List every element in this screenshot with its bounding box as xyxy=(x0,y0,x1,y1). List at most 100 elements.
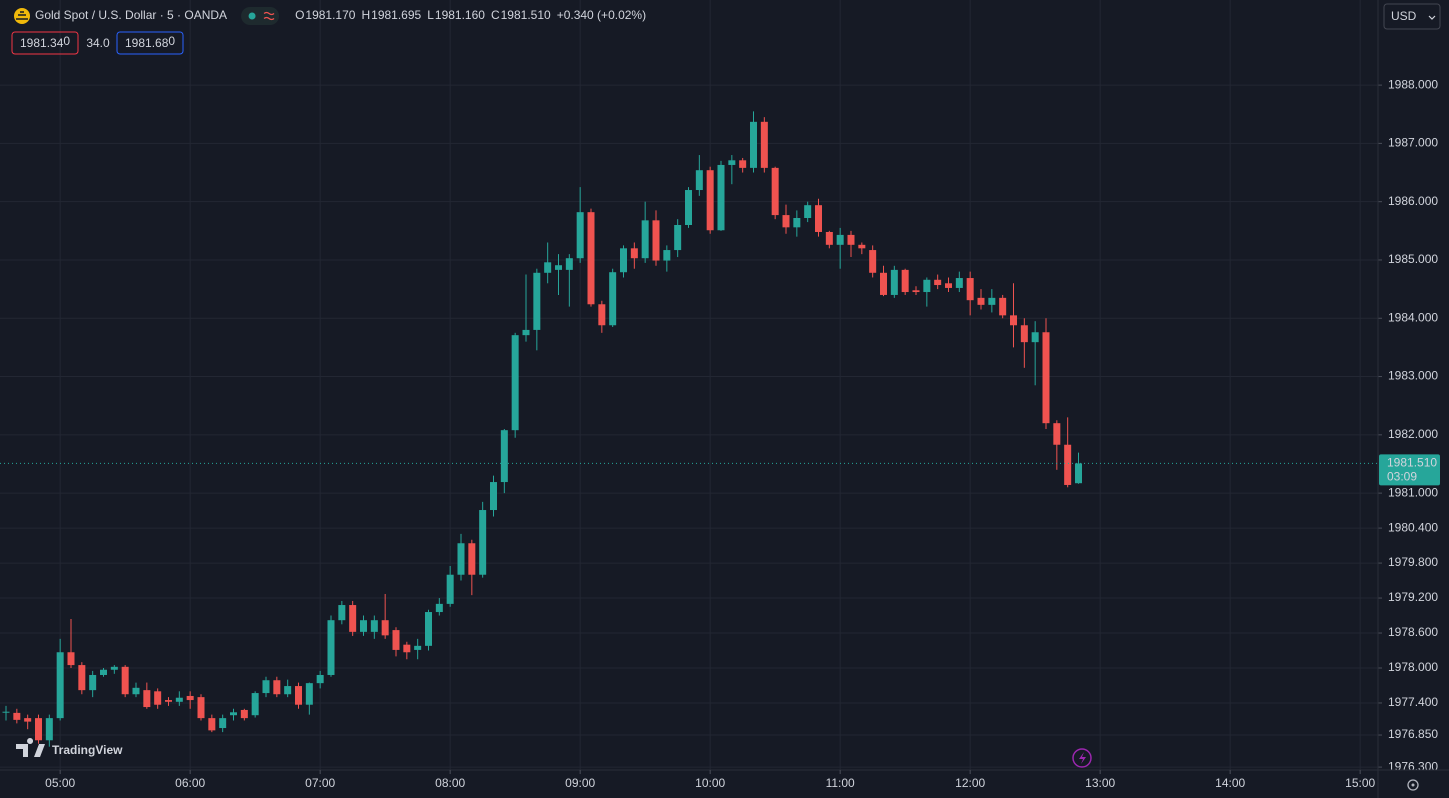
candle-body xyxy=(652,220,660,261)
candle-body xyxy=(273,680,281,695)
market-status[interactable] xyxy=(241,7,280,25)
candle-body xyxy=(576,212,584,259)
y-tick-label: 1985.000 xyxy=(1388,252,1438,266)
candle-body xyxy=(522,329,530,336)
candle-body xyxy=(695,170,703,191)
candle-body xyxy=(760,121,768,168)
candle-body xyxy=(414,645,422,650)
candle-body xyxy=(175,697,183,702)
currency-dropdown[interactable] xyxy=(1383,3,1441,30)
candle-body xyxy=(2,711,10,713)
candle-body xyxy=(544,262,552,273)
candle-body xyxy=(143,690,151,708)
candle-body xyxy=(977,297,985,305)
candle-body xyxy=(154,691,162,705)
candle-body xyxy=(598,304,606,326)
candle-body xyxy=(338,605,346,621)
candle-body xyxy=(262,680,270,694)
candle-body xyxy=(230,712,237,716)
candle-body xyxy=(316,674,324,684)
bid-box[interactable] xyxy=(11,31,79,55)
candle-body xyxy=(197,697,205,719)
brand: TradingView xyxy=(52,743,123,757)
candle-body xyxy=(858,244,866,249)
candle-body xyxy=(295,686,302,705)
candle-body xyxy=(370,620,378,632)
dropdown-caret xyxy=(1428,15,1436,20)
candle-body xyxy=(67,652,75,666)
candle-body xyxy=(435,603,443,613)
candle-body xyxy=(934,279,942,286)
candle-body xyxy=(479,510,487,575)
data-delay-icon xyxy=(263,11,275,21)
alert-icon[interactable] xyxy=(1072,748,1092,768)
alert-bolt xyxy=(1079,752,1086,764)
candle-body xyxy=(955,278,963,288)
y-tick-label: 1978.000 xyxy=(1388,660,1438,674)
candle-body xyxy=(739,160,747,168)
candle-body xyxy=(240,709,248,719)
symbol-logo xyxy=(14,8,30,24)
candle-body xyxy=(782,215,790,228)
candle-body xyxy=(219,718,227,729)
y-tick-label: 1979.800 xyxy=(1388,555,1438,569)
settings-icon[interactable] xyxy=(1407,779,1419,791)
candle-body xyxy=(706,170,714,231)
time-axis xyxy=(0,770,1449,798)
candle-body xyxy=(587,212,595,305)
x-tick-label: 10:00 xyxy=(695,776,725,790)
candle-body xyxy=(565,258,573,270)
y-tick-label: 1987.000 xyxy=(1388,136,1438,150)
candle-body xyxy=(825,231,833,245)
ask-box[interactable] xyxy=(116,31,184,55)
currency: USD xyxy=(1391,9,1417,23)
candle-body xyxy=(35,718,42,741)
candle-body xyxy=(804,205,812,219)
candle-body xyxy=(327,620,335,675)
bid-pip: 0 xyxy=(63,34,70,48)
y-tick-label: 1978.600 xyxy=(1388,625,1438,639)
candle-body xyxy=(457,543,465,575)
candle-body xyxy=(381,620,389,636)
candle-body xyxy=(1075,463,1082,484)
x-tick-label: 15:00 xyxy=(1345,776,1375,790)
bid-price: 1981.34 xyxy=(20,36,64,50)
y-tick-label: 1984.000 xyxy=(1388,310,1438,324)
candle-body xyxy=(1042,332,1050,424)
last-price-label: 1981.510 xyxy=(1387,456,1437,470)
candle-body xyxy=(533,272,541,330)
candle-body xyxy=(555,265,562,270)
settings-icon-dot xyxy=(1411,783,1415,787)
candle-body xyxy=(121,666,129,695)
candle-body xyxy=(56,652,64,719)
candle-body xyxy=(446,574,454,604)
ohlc-key: H xyxy=(361,8,370,22)
candle-body xyxy=(869,250,877,273)
candle-body xyxy=(425,612,432,646)
candle-body xyxy=(912,290,920,293)
y-tick-label: 1979.200 xyxy=(1388,590,1438,604)
chart-title: Gold Spot / U.S. Dollar · 5 · OANDA xyxy=(35,8,227,22)
candle-body xyxy=(641,220,649,259)
last-price-box xyxy=(1379,454,1440,486)
candle-body xyxy=(208,718,216,731)
candle-body xyxy=(609,272,617,326)
candle-body xyxy=(132,687,140,695)
candle-body xyxy=(100,669,107,675)
candle-body xyxy=(284,686,292,695)
y-tick-label: 1981.000 xyxy=(1388,485,1438,499)
y-tick-label: 1983.000 xyxy=(1388,369,1438,383)
candle-body xyxy=(945,283,952,288)
ohlc-key: C xyxy=(491,8,500,22)
y-tick-label: 1982.000 xyxy=(1388,427,1438,441)
candle-body xyxy=(78,665,86,691)
candle-body xyxy=(490,482,497,511)
candle-body xyxy=(836,234,844,245)
plot xyxy=(2,111,1082,747)
ohlc-key: O xyxy=(295,8,304,22)
candle-body xyxy=(468,543,476,575)
candle-body xyxy=(89,674,97,691)
candle-body xyxy=(110,666,118,670)
